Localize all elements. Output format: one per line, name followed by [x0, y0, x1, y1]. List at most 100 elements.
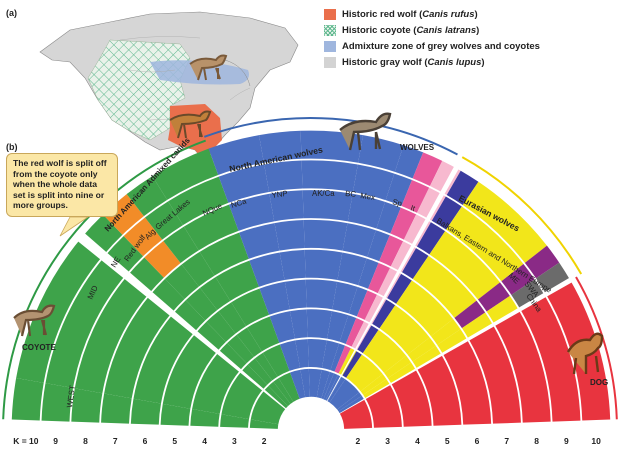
fan-red-wolf-k9	[123, 217, 163, 257]
legend-text: Historic coyote (Canis latrans)	[342, 24, 480, 36]
k-label-right: 7	[504, 436, 509, 446]
k-label-left: 8	[83, 436, 88, 446]
fan-akca-k7	[342, 223, 376, 257]
fan-mid-k2	[250, 390, 286, 425]
fan-nca-k9	[264, 160, 303, 193]
callout-pointer	[59, 216, 90, 237]
fan-nque-k7	[239, 223, 280, 259]
fan-dog-k2	[339, 399, 373, 429]
fan-ynp-k5	[305, 279, 338, 310]
fan-alg-k6	[200, 277, 231, 310]
fan-balkans-k4	[362, 329, 407, 373]
fan-nca-k10	[259, 130, 302, 163]
legend-item-coyote: Historic coyote (Canis latrans)	[324, 22, 614, 38]
fan-west-k6	[130, 398, 162, 425]
fan-balkans-k3	[346, 354, 383, 392]
fan-ynp-k3	[307, 339, 327, 368]
fan-west-k2	[249, 419, 279, 429]
fan-nque-k3	[279, 340, 301, 371]
fan-akca-k9	[352, 164, 395, 201]
pop-it-label: It	[409, 203, 417, 213]
fan-nca-k7	[274, 220, 305, 251]
fan-gap-1	[326, 166, 459, 403]
fan-mid-k9	[45, 256, 126, 389]
fan-akca-k8	[347, 193, 386, 229]
fan-ynp-k9	[301, 160, 358, 193]
structure-fan-plot	[11, 130, 611, 450]
fan-ne-k4	[218, 343, 247, 371]
k-label-right: 6	[475, 436, 480, 446]
legend-item-gray-wolf: Historic gray wolf (Canis lupus)	[324, 54, 614, 70]
fan-dog-k4	[391, 369, 432, 427]
panel-a-label: (a)	[6, 8, 17, 18]
fan-it-k6	[387, 273, 412, 304]
fan-ne-k7	[150, 278, 185, 313]
fan-great-lakes-k10	[152, 148, 219, 200]
fan-red-wolf-k5	[206, 311, 236, 342]
fan-nca-k5	[284, 279, 307, 310]
k-label-right: 3	[385, 436, 390, 446]
fan-alg-k9	[145, 201, 183, 240]
fan-nque-k8	[228, 193, 275, 231]
fan-west-k4	[190, 409, 220, 427]
fan-ne-k3	[241, 364, 268, 390]
fan-nca-k4	[290, 309, 308, 339]
k-label-left: 7	[113, 436, 118, 446]
k-label-right: 4	[415, 436, 420, 446]
fan-nque-k9	[218, 164, 270, 203]
fan-akca-k3	[321, 340, 340, 371]
fan-it-k5	[372, 299, 396, 329]
fan-great-lakes-k7	[199, 232, 249, 276]
fan-dog-k7	[468, 324, 521, 424]
fan-red-wolf-k2	[268, 381, 291, 407]
fan-ynp-k8	[302, 190, 353, 222]
fan-mid-k6	[133, 314, 195, 404]
fan-it-k3	[342, 351, 362, 378]
k-label-left: 9	[53, 436, 58, 446]
fan-me-k9	[501, 264, 535, 295]
fan-nca-k3	[295, 339, 309, 368]
fan-balkans-k9	[446, 206, 524, 282]
legend-item-red-wolf: Historic red wolf (Canis rufus)	[324, 6, 614, 22]
fan-ne-k2	[264, 385, 288, 409]
fan-mex-k9	[401, 180, 430, 213]
legend-text: Admixture zone of grey wolves and coyote…	[342, 40, 540, 52]
fan-great-lakes-k4	[247, 316, 280, 352]
legend-text: Historic gray wolf (Canis lupus)	[342, 56, 485, 68]
fan-nca-k8	[269, 190, 304, 222]
fan-mid-k5	[162, 333, 218, 409]
fan-nque-k10	[208, 135, 264, 175]
coyote-animal-icon	[189, 54, 228, 81]
k-label-left: K = 10	[13, 436, 39, 446]
arc-na-wolves	[203, 117, 458, 156]
fan-dog-k5	[417, 354, 462, 426]
legend-swatch-red-wolf	[324, 8, 336, 20]
k-label-right: 2	[356, 436, 361, 446]
legend-text: Historic red wolf (Canis rufus)	[342, 8, 478, 20]
fan-ynp-k6	[304, 249, 343, 281]
fan-nca-k6	[279, 249, 306, 281]
fan-me-k8	[477, 282, 510, 312]
coyote-photo-icon	[13, 304, 56, 337]
fan-great-lakes-k3	[262, 344, 290, 377]
fan-it-k9	[431, 196, 462, 230]
arc-eurasian	[461, 156, 583, 275]
fan-swa-china-k4	[387, 362, 416, 384]
fan-mex-k6	[368, 262, 391, 294]
wolves-name-label: WOLVES	[400, 143, 435, 152]
fan-red-wolf-k7	[165, 264, 199, 300]
fan-nque-k4	[269, 311, 295, 343]
fan-gap-2	[338, 277, 573, 415]
legend-item-admixture: Admixture zone of grey wolves and coyote…	[324, 38, 614, 54]
fan-great-lakes-k8	[183, 204, 239, 251]
dog-photo-icon	[566, 332, 604, 375]
fan-it-k8	[416, 222, 446, 255]
red-wolf-callout: The red wolf is split off from the coyot…	[6, 153, 118, 217]
fan-akca-k4	[327, 311, 349, 342]
fan-nque-k5	[259, 281, 290, 315]
fan-mex-k4	[345, 318, 364, 347]
fan-bc-k4	[339, 315, 357, 344]
fan-it-k4	[357, 325, 379, 354]
red-wolf-animal-icon	[169, 110, 212, 139]
k-label-left: 2	[262, 436, 267, 446]
